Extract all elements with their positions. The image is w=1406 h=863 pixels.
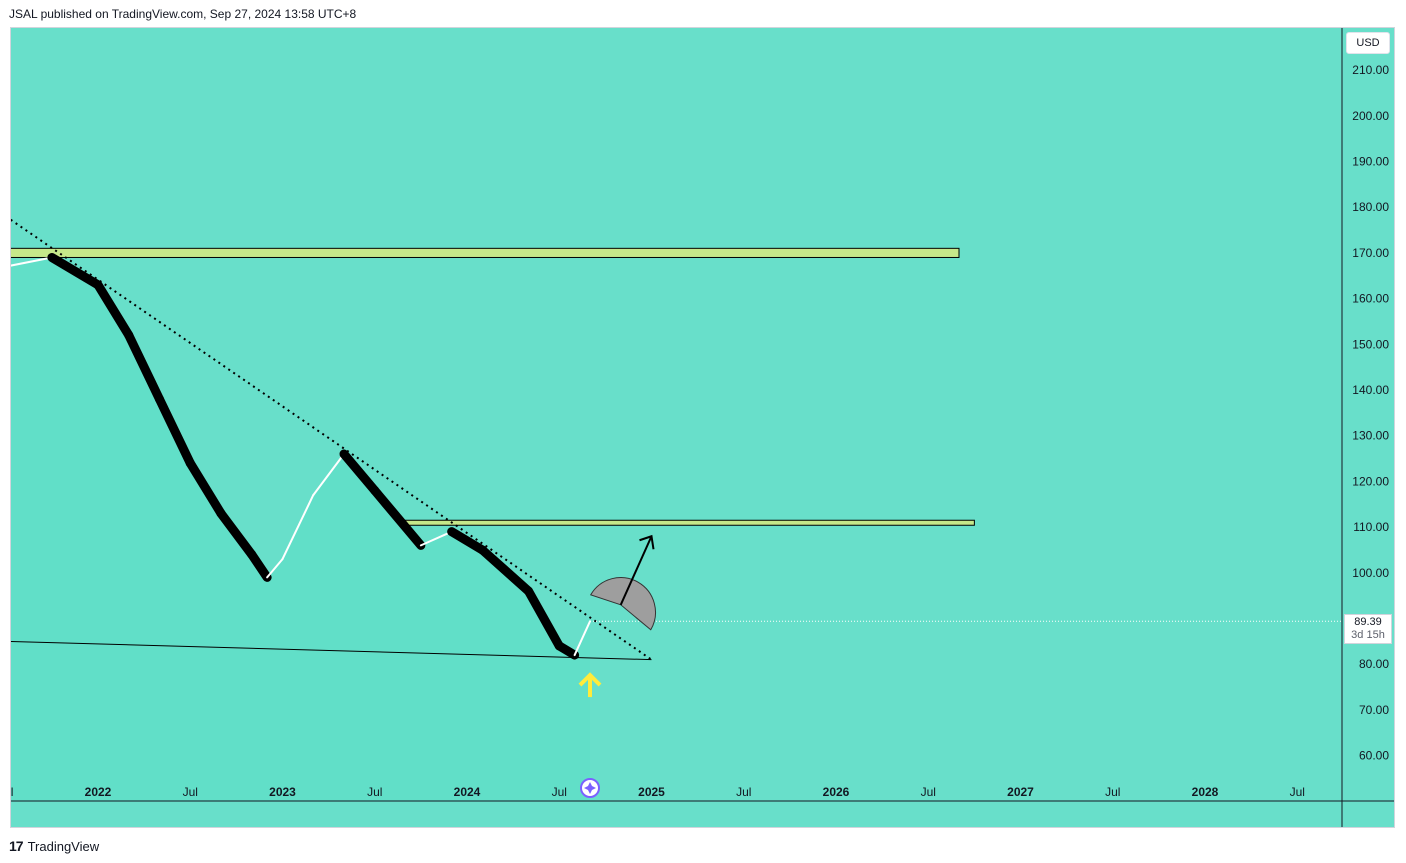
footer-brand-label: TradingView: [27, 838, 100, 854]
price-segment-11: [312, 452, 345, 497]
y-tick-label: 100.00: [1352, 566, 1389, 580]
y-tick-label: 80.00: [1359, 657, 1389, 671]
y-tick-label: 210.00: [1352, 63, 1389, 77]
x-tick-label: 2024: [454, 785, 481, 799]
price-segment-16: [477, 545, 533, 596]
price-segment-3: [93, 280, 134, 340]
y-tick-label: 70.00: [1359, 703, 1389, 717]
price-chart[interactable]: 210.00 200.00 190.00 180.00 170.00 160.00 150.…: [11, 28, 1395, 828]
x-tick-label: Jul: [1290, 785, 1305, 799]
resistance-zone-1[interactable]: [11, 247, 960, 258]
angle-arc-drawing[interactable]: [590, 577, 656, 631]
price-segment-9: [266, 558, 284, 579]
y-tick-label: 120.00: [1352, 474, 1389, 488]
publication-header: JSAL published on TradingView.com, Sep 2…: [9, 7, 357, 21]
y-tick-label: 60.00: [1359, 749, 1389, 763]
y-tick-label: 110.00: [1353, 520, 1389, 534]
x-tick-label: 2025: [638, 785, 665, 799]
bar-countdown: 3d 15h: [1351, 629, 1385, 641]
price-segment-15: [447, 527, 487, 555]
y-tick-label: 150.00: [1352, 337, 1389, 351]
footer-brand[interactable]: 17 TradingView: [9, 838, 99, 854]
price-segment-4: [124, 330, 164, 404]
last-price-label: 89.39 3d 15h: [1344, 614, 1392, 644]
price-segment-18: [554, 641, 580, 660]
currency-button[interactable]: USD: [1346, 32, 1390, 54]
x-tick-label: Jul: [1105, 785, 1120, 799]
x-tick-label: 2022: [85, 785, 112, 799]
price-segment-13: [370, 486, 426, 550]
price-segment-19: [573, 620, 591, 657]
projection-arrow[interactable]: [619, 535, 653, 606]
price-segment-2: [47, 252, 103, 290]
price-segment-12: [339, 449, 380, 496]
descending-trendline[interactable]: [11, 216, 653, 661]
price-segment-17: [524, 586, 564, 651]
x-tick-label: Jul: [921, 785, 936, 799]
price-segment-5: [155, 394, 195, 468]
x-tick-label: 2026: [823, 785, 850, 799]
x-tick-label: 2027: [1007, 785, 1034, 799]
x-tick-label: 2023: [269, 785, 296, 799]
chart-pane[interactable]: 210.00 200.00 190.00 180.00 170.00 160.00 150.…: [10, 27, 1395, 828]
support-trendline[interactable]: [11, 640, 652, 661]
y-tick-label: 190.00: [1352, 155, 1389, 169]
x-tick-label: Jul: [367, 785, 382, 799]
x-tick-label: 2028: [1192, 785, 1219, 799]
projection-arrow-head: [639, 534, 655, 550]
price-segment-10: [281, 494, 315, 561]
price-segment-6: [185, 458, 226, 518]
y-tick-label: 160.00: [1352, 292, 1389, 306]
x-tick-label: Jul: [11, 785, 13, 799]
y-tick-label: 170.00: [1352, 246, 1389, 260]
price-segment-1: [11, 256, 53, 267]
y-tick-label: 140.00: [1352, 383, 1389, 397]
price-segment-14: [419, 530, 453, 547]
price-segment-8: [247, 550, 272, 582]
y-tick-label: 180.00: [1352, 200, 1389, 214]
x-tick-label: Jul: [183, 785, 198, 799]
sparkle-icon: [584, 782, 596, 794]
y-tick-label: 200.00: [1352, 109, 1389, 123]
price-segment-7: [216, 508, 257, 560]
bottom-up-arrow-head: [578, 672, 602, 687]
x-tick-label: Jul: [552, 785, 567, 799]
x-tick-label: Jul: [736, 785, 751, 799]
tradingview-logo-icon: 17: [9, 838, 24, 854]
area-fill: [11, 257, 590, 801]
y-tick-label: 130.00: [1352, 429, 1389, 443]
resistance-zone-2[interactable]: [405, 519, 975, 526]
last-price-value: 89.39: [1354, 616, 1382, 628]
